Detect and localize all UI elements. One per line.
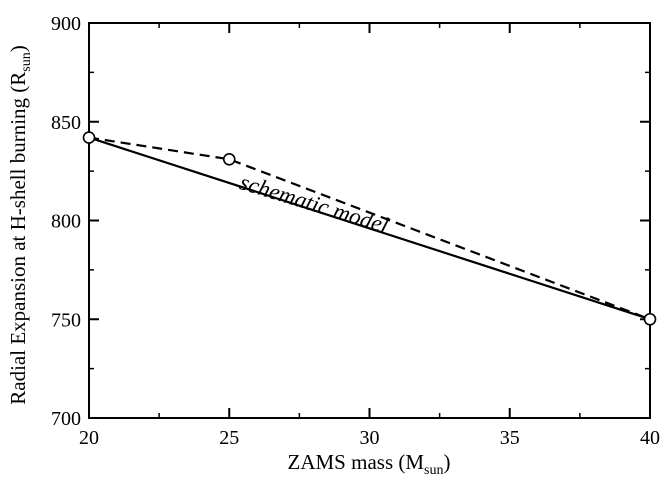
y-tick-label: 700 <box>51 408 81 430</box>
y-axis-label: Radial Expansion at H-shell burning (Rsu… <box>6 45 34 404</box>
x-tick-label: 25 <box>219 427 239 449</box>
series-group <box>82 131 657 326</box>
x-tick-label: 35 <box>500 427 520 449</box>
x-axis-label: ZAMS mass (Msun) <box>288 450 451 478</box>
solid-series-line <box>88 136 651 321</box>
x-tick-label: 30 <box>360 427 380 449</box>
y-tick-label: 750 <box>51 309 81 331</box>
y-tick-label: 850 <box>51 112 81 134</box>
data-point-marker <box>82 131 96 144</box>
axis-ticks: 20 25 30 35 40 700 750 800 850 900 <box>51 13 660 449</box>
y-tick-label: 900 <box>51 13 81 35</box>
y-tick-label: 800 <box>51 211 81 233</box>
x-tick-label: 20 <box>79 427 99 449</box>
data-point-marker <box>222 152 236 166</box>
x-tick-label: 40 <box>640 427 660 449</box>
annotation-label: schematic model <box>237 169 392 238</box>
data-point-marker <box>643 312 657 326</box>
